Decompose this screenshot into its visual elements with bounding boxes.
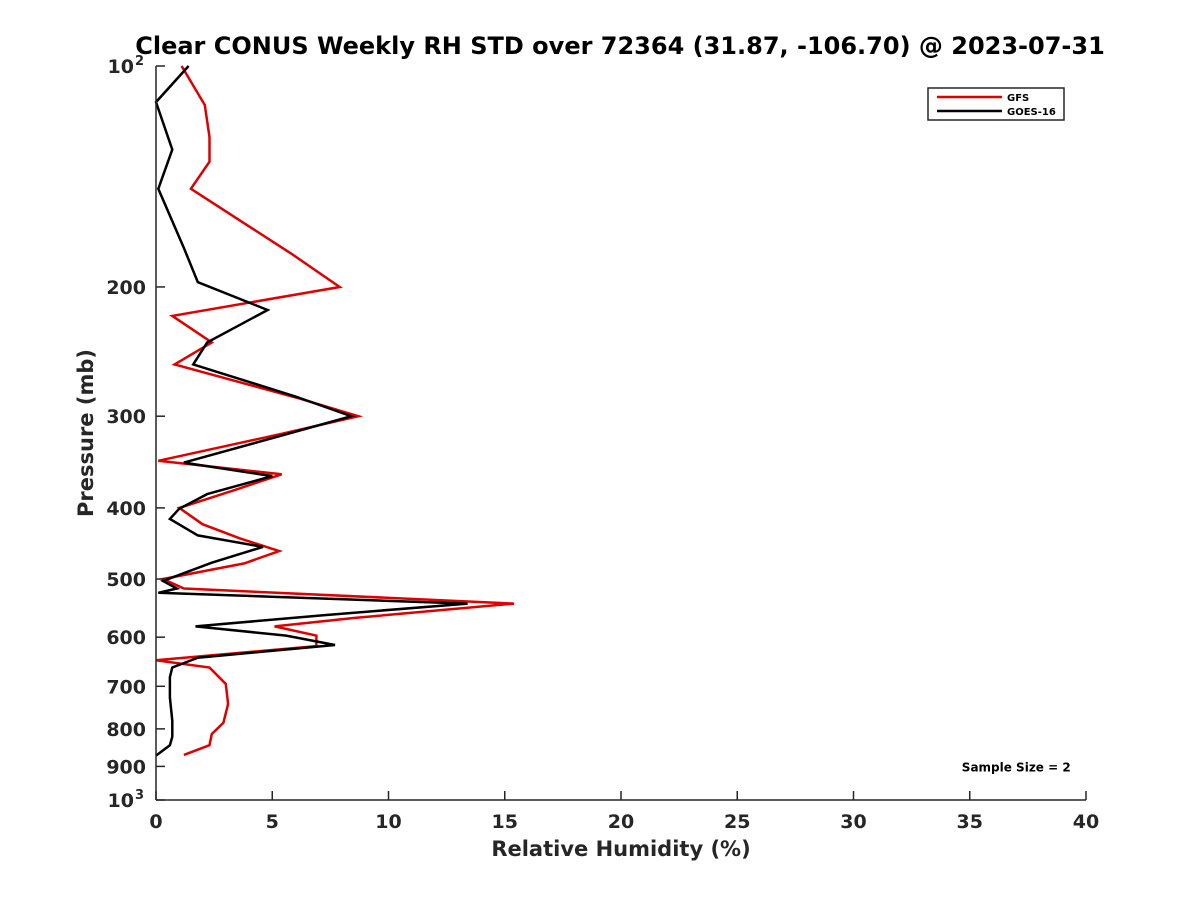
x-ticks: 0 5 10 15 20 25 30 35 40 — [149, 791, 1099, 833]
legend: GFS GOES-16 — [927, 87, 1065, 121]
x-tick-label: 20 — [608, 811, 634, 833]
y-tick-exponent: 3 — [135, 788, 144, 803]
x-tick-label: 15 — [492, 811, 518, 833]
x-tick-label: 40 — [1073, 811, 1099, 833]
x-tick-label: 0 — [149, 811, 162, 833]
plot-background — [156, 66, 1086, 800]
y-tick-label: 10 — [108, 56, 134, 78]
series-layer — [154, 65, 515, 757]
y-tick-label: 400 — [106, 498, 146, 520]
y-tick-label: 300 — [106, 406, 146, 428]
series-line-gfs — [155, 65, 515, 757]
y-tick-label: 700 — [106, 676, 146, 698]
legend-label-gfs: GFS — [1007, 93, 1029, 104]
y-tick-label: 500 — [106, 569, 146, 591]
chart-title: Clear CONUS Weekly RH STD over 72364 (31… — [135, 32, 1105, 60]
y-tick-label: 900 — [106, 756, 146, 778]
y-tick-exponent: 2 — [135, 54, 144, 69]
annotation-layer: Sample Size = 2 — [962, 760, 1071, 774]
y-tick-label: 200 — [106, 277, 146, 299]
y-axis-label: Pressure (mb) — [74, 349, 98, 517]
y-tick-label: 800 — [106, 719, 146, 741]
legend-box — [927, 87, 1065, 121]
legend-entries: GFS GOES-16 — [937, 93, 1056, 118]
x-axis-label: Relative Humidity (%) — [491, 837, 750, 861]
x-tick-label: 35 — [957, 811, 983, 833]
plot-area: 0 5 10 15 20 25 30 35 40 10 220030040050060070080… — [106, 54, 1099, 833]
series-line-goes-16 — [154, 65, 468, 757]
legend-label-goes-16: GOES-16 — [1007, 107, 1056, 118]
sample-size-annotation: Sample Size = 2 — [962, 760, 1071, 774]
x-tick-label: 30 — [840, 811, 866, 833]
x-tick-label: 10 — [375, 811, 401, 833]
y-tick-label: 10 — [108, 790, 134, 812]
y-tick-label: 600 — [106, 627, 146, 649]
x-tick-label: 25 — [724, 811, 750, 833]
x-tick-label: 5 — [266, 811, 279, 833]
